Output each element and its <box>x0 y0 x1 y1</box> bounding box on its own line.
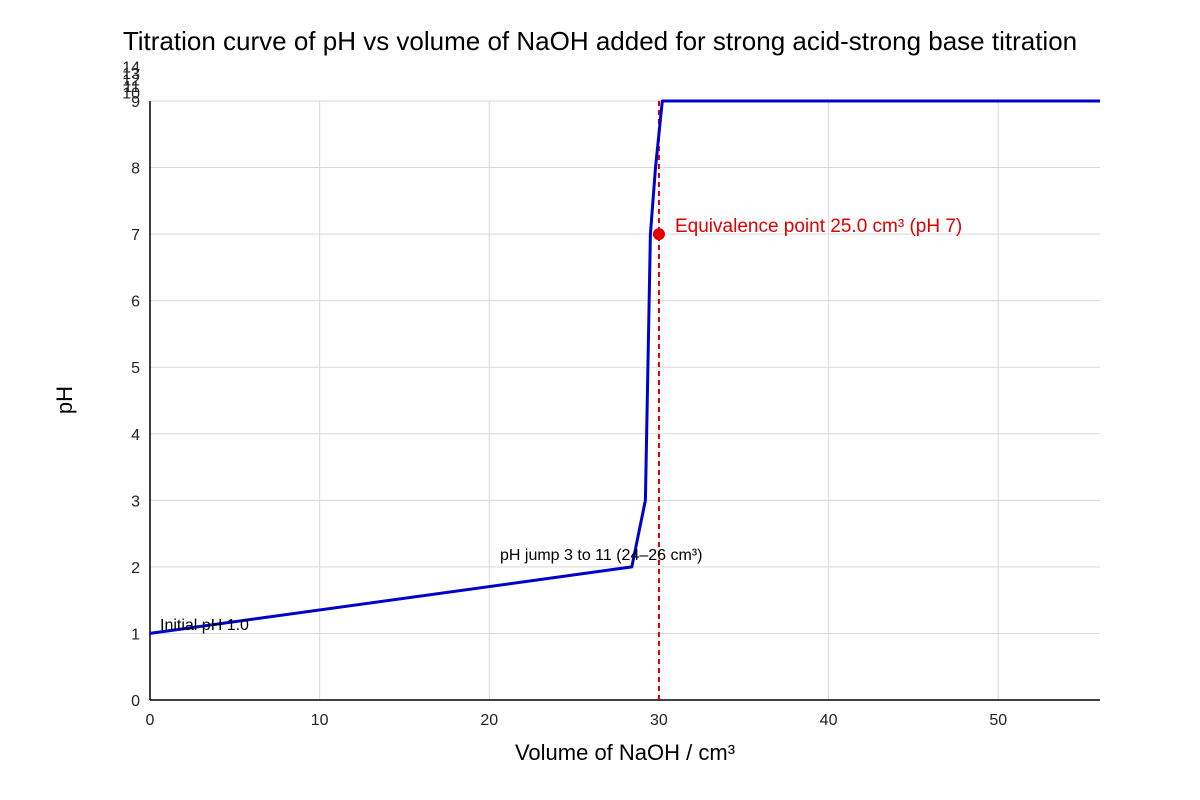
y-tick-label: 5 <box>131 360 140 377</box>
y-tick-label-overflow: 10 <box>122 86 140 103</box>
x-tick-label: 0 <box>146 712 155 729</box>
y-tick-label: 9 <box>131 94 140 111</box>
y-tick-label: 7 <box>131 227 140 244</box>
x-tick-label: 20 <box>480 712 498 729</box>
y-tick-label: 3 <box>131 493 140 510</box>
ph-jump-annotation: pH jump 3 to 11 (24–26 cm³) <box>500 547 702 564</box>
y-tick-label: 6 <box>131 294 140 311</box>
y-tick-label: 0 <box>131 693 140 710</box>
x-tick-label: 30 <box>650 712 668 729</box>
x-tick-label: 10 <box>311 712 329 729</box>
grid <box>150 100 1100 700</box>
series-layer <box>149 99 1100 635</box>
titration-curve <box>149 99 1100 635</box>
equivalence-annotation: Equivalence point 25.0 cm³ (pH 7) <box>675 216 962 237</box>
equivalence-point <box>652 228 665 241</box>
y-tick-label-overflow: 14 <box>122 60 140 77</box>
equivalence-marker <box>652 101 665 700</box>
y-tick-label-overflow: 12 <box>122 73 140 90</box>
y-tick-label-overflow: 11 <box>123 79 140 96</box>
y-tick-label: 1 <box>131 626 140 643</box>
y-tick-label: 8 <box>131 161 140 178</box>
y-tick-label-overflow: 13 <box>122 66 140 83</box>
initial-ph-annotation: Initial pH 1.0 <box>160 617 249 634</box>
axes <box>149 101 1100 701</box>
y-axis-label: pH <box>52 386 77 414</box>
y-tick-label: 4 <box>131 427 140 444</box>
y-tick-label: 2 <box>131 560 140 577</box>
x-axis-label: Volume of NaOH / cm³ <box>515 740 735 765</box>
x-tick-label: 50 <box>989 712 1007 729</box>
chart-title: Titration curve of pH vs volume of NaOH … <box>123 26 1077 56</box>
x-tick-label: 40 <box>820 712 838 729</box>
